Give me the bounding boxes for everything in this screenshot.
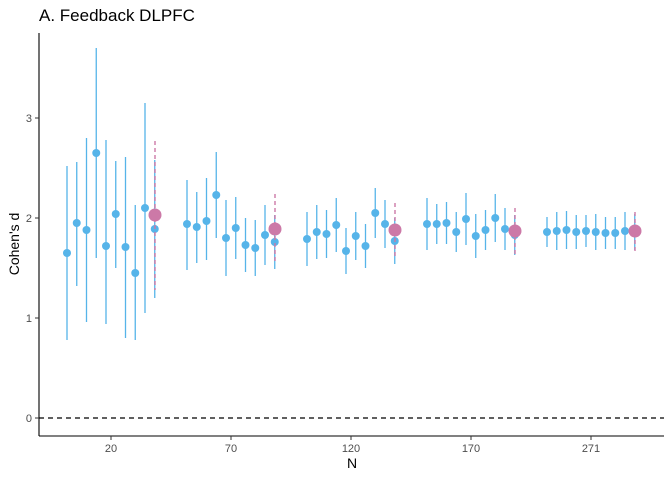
- group-170: [423, 193, 522, 258]
- x-tick-label: 170: [462, 443, 480, 455]
- summary-point: [148, 208, 162, 222]
- sample-point: [471, 232, 480, 240]
- y-axis-label: Cohen's d: [6, 213, 22, 276]
- y-tick-label: 2: [26, 213, 32, 225]
- sample-point: [312, 228, 321, 236]
- sample-point: [131, 269, 140, 277]
- sample-point: [562, 226, 571, 234]
- sample-point: [270, 238, 279, 246]
- summary-point: [508, 224, 522, 238]
- sample-point: [442, 219, 451, 227]
- y-tick-label: 0: [26, 413, 32, 425]
- sample-point: [183, 220, 191, 228]
- sample-point: [251, 244, 260, 252]
- summary-point: [268, 222, 282, 236]
- sample-point: [192, 223, 201, 231]
- sample-point: [452, 228, 461, 236]
- summary-point: [388, 223, 402, 237]
- sample-point: [371, 209, 380, 217]
- group-70: [183, 152, 282, 276]
- x-tick-label: 20: [105, 443, 117, 455]
- sample-point: [102, 242, 110, 250]
- sample-point: [141, 204, 149, 212]
- sample-point: [231, 224, 240, 232]
- sample-point: [621, 227, 629, 235]
- group-120: [303, 188, 402, 274]
- sample-point: [82, 226, 91, 234]
- sample-point: [342, 247, 350, 255]
- data-marks: [63, 48, 642, 340]
- sample-point: [63, 249, 71, 257]
- x-tick-label: 70: [225, 443, 237, 455]
- sample-point: [222, 234, 230, 242]
- y-tick-label: 3: [26, 113, 32, 125]
- sample-point: [381, 220, 389, 228]
- sample-point: [72, 219, 81, 227]
- sample-point: [322, 230, 331, 238]
- x-tick-label: 271: [582, 443, 600, 455]
- sample-point: [361, 242, 370, 250]
- sample-point: [423, 220, 431, 228]
- sample-point: [432, 220, 441, 228]
- group-20: [63, 48, 162, 340]
- sample-point: [552, 227, 561, 235]
- sample-point: [332, 221, 341, 229]
- sample-point: [92, 149, 101, 157]
- x-tick-label: 120: [342, 443, 360, 455]
- sample-point: [591, 228, 600, 236]
- sample-point: [111, 210, 120, 218]
- sample-point: [543, 228, 551, 236]
- sample-point: [582, 227, 590, 235]
- y-tick-label: 1: [26, 313, 32, 325]
- sample-point: [462, 215, 470, 223]
- sample-point: [212, 191, 221, 199]
- summary-point: [628, 224, 642, 238]
- sample-point: [303, 235, 311, 243]
- sample-point: [241, 241, 250, 249]
- x-axis-label: N: [347, 455, 357, 471]
- sample-point: [351, 232, 360, 240]
- sample-point: [121, 243, 130, 251]
- sample-point: [481, 226, 490, 234]
- group-271: [543, 211, 642, 251]
- sample-point: [202, 217, 211, 225]
- sample-point: [572, 228, 581, 236]
- chart-title: A. Feedback DLPFC: [39, 6, 195, 25]
- axes: 0 1 2 3 20 70 120 170 271: [26, 33, 664, 455]
- sample-point: [501, 225, 509, 233]
- sample-point: [491, 214, 500, 222]
- sample-point: [611, 229, 620, 237]
- sample-point: [261, 231, 269, 239]
- sample-point: [601, 229, 610, 237]
